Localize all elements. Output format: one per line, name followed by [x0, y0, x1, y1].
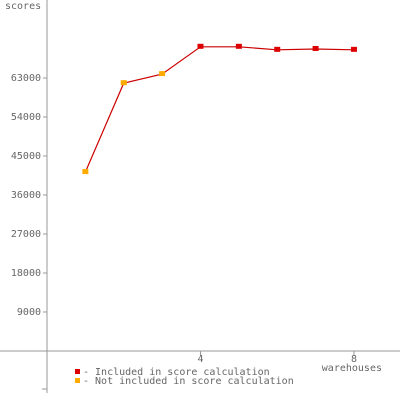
y-axis-label: scores — [5, 1, 41, 12]
point-marker — [197, 43, 204, 49]
y-tick-label: 27000 — [11, 229, 41, 240]
point-marker — [350, 46, 357, 52]
point-marker — [82, 169, 89, 175]
legend-swatch — [75, 378, 80, 383]
point-marker — [274, 46, 281, 52]
point-marker — [235, 43, 242, 49]
y-tick-label: 18000 — [11, 268, 41, 279]
y-tick-label: 63000 — [11, 73, 41, 84]
x-tick-label: 8 — [351, 354, 357, 365]
series-line — [84, 46, 355, 173]
y-tick-label: 36000 — [11, 190, 41, 201]
y-tick-label: 9000 — [17, 307, 41, 318]
x-axis-label: warehouses — [322, 363, 382, 374]
x-tick-label: 4 — [197, 354, 203, 365]
point-marker — [159, 71, 166, 77]
point-marker — [312, 45, 319, 51]
legend-label: - Not included in score calculation — [83, 376, 294, 387]
point-marker — [120, 80, 127, 86]
legend-swatch — [75, 369, 80, 374]
legend-label: - Included in score calculation — [83, 367, 270, 378]
y-tick-label: 54000 — [11, 112, 41, 123]
y-tick-label: 45000 — [11, 151, 41, 162]
